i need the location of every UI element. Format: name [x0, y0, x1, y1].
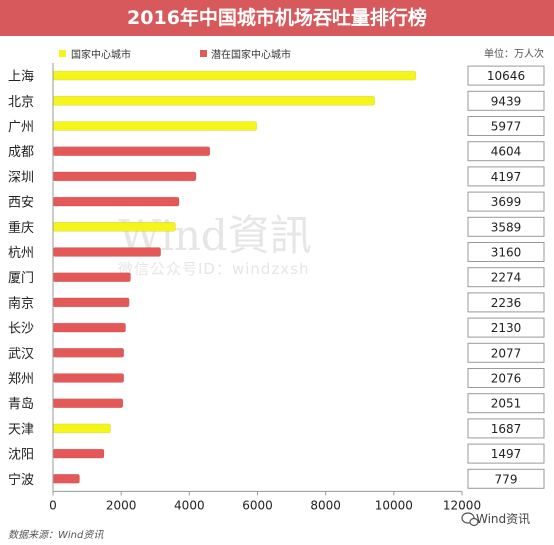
value-label-box: [467, 317, 545, 338]
value-label: 5977: [491, 120, 522, 134]
data-bar: [52, 222, 176, 232]
legend-swatch-national: [59, 50, 66, 57]
category-label: 青岛: [8, 396, 34, 412]
category-label: 郑州: [8, 372, 34, 387]
value-label: 10646: [487, 69, 525, 83]
value-label-box: [467, 267, 545, 288]
value-label: 2076: [491, 372, 522, 386]
chart-title: 2016年中国城市机场吞吐量排行榜: [127, 7, 427, 29]
data-bar: [52, 96, 376, 106]
value-label-box: [467, 418, 545, 439]
source-label: 数据来源：Wind资讯: [8, 530, 104, 541]
category-label: 深圳: [8, 170, 34, 185]
category-label: 西安: [8, 196, 34, 211]
x-tick-label: 8000: [310, 498, 341, 512]
value-label-box: [467, 191, 545, 212]
value-label-box: [467, 342, 545, 363]
data-bar: [52, 448, 105, 459]
value-label-box: [467, 90, 545, 111]
value-label-box: [467, 216, 545, 237]
data-bar: [52, 171, 197, 182]
category-label: 武汉: [8, 347, 34, 362]
data-bar: [52, 473, 80, 484]
value-label-box: [467, 65, 545, 86]
legend-swatch-potential: [200, 50, 207, 57]
value-label-box: [467, 368, 545, 388]
value-label-box: [467, 166, 545, 187]
data-bar: [52, 146, 211, 156]
value-label-box: [467, 443, 545, 464]
value-label: 9439: [491, 94, 522, 108]
data-bar: [52, 398, 124, 409]
value-label-box: [467, 242, 545, 262]
legend-label-potential: 潜在国家中心城市: [211, 50, 291, 61]
category-label: 北京: [8, 95, 34, 110]
category-label: 南京: [8, 295, 34, 311]
brand-wechat-icon-small: [469, 517, 479, 527]
category-label: 天津: [8, 422, 34, 437]
x-tick-label: 0: [49, 498, 57, 512]
value-label: 779: [495, 472, 518, 486]
x-tick-label: 2000: [106, 498, 137, 512]
value-label: 2077: [491, 346, 522, 360]
category-label: 沈阳: [8, 448, 34, 463]
value-label: 1687: [491, 422, 522, 436]
unit-label: 单位：万人次: [484, 49, 544, 60]
data-bar: [52, 247, 162, 257]
value-label: 1497: [491, 447, 522, 461]
category-label: 重庆: [8, 220, 34, 236]
category-label: 杭州: [8, 246, 34, 261]
x-tick-label: 4000: [174, 498, 205, 512]
value-label: 2130: [491, 321, 522, 335]
data-bar: [52, 272, 131, 283]
data-bar: [52, 297, 130, 308]
value-label-box: [467, 116, 545, 136]
value-label: 2236: [491, 296, 522, 310]
category-label: 成都: [8, 145, 34, 160]
category-label: 上海: [8, 70, 34, 85]
data-bar: [52, 70, 417, 81]
value-label: 2274: [491, 271, 522, 285]
data-bar: [52, 347, 125, 358]
value-label-box: [467, 292, 545, 313]
value-label-box: [467, 393, 545, 414]
legend-label-national: 国家中心城市: [71, 50, 131, 61]
value-label: 3589: [491, 220, 522, 234]
watermark-sub: 微信公众号ID：windzxsh: [118, 260, 310, 278]
data-bar: [52, 423, 111, 434]
category-label: 长沙: [8, 322, 34, 337]
category-label: 广州: [8, 120, 34, 135]
data-bar: [52, 322, 126, 333]
x-tick-label: 12000: [443, 498, 481, 512]
data-bar: [52, 121, 258, 131]
data-bar: [52, 373, 125, 383]
category-label: 宁波: [8, 472, 34, 488]
brand-label: Wind资讯: [476, 512, 531, 526]
value-label: 4197: [491, 170, 522, 184]
value-label-box: [467, 141, 545, 162]
category-label: 厦门: [8, 271, 34, 286]
value-label-box: [467, 468, 545, 489]
value-label: 3699: [491, 195, 522, 209]
data-bar: [52, 196, 180, 207]
value-label: 3160: [491, 246, 522, 260]
x-tick-label: 10000: [375, 498, 413, 512]
x-tick-label: 6000: [242, 498, 273, 512]
value-label: 2051: [491, 397, 522, 411]
title-bar: [0, 0, 554, 36]
value-label: 4604: [491, 145, 522, 159]
